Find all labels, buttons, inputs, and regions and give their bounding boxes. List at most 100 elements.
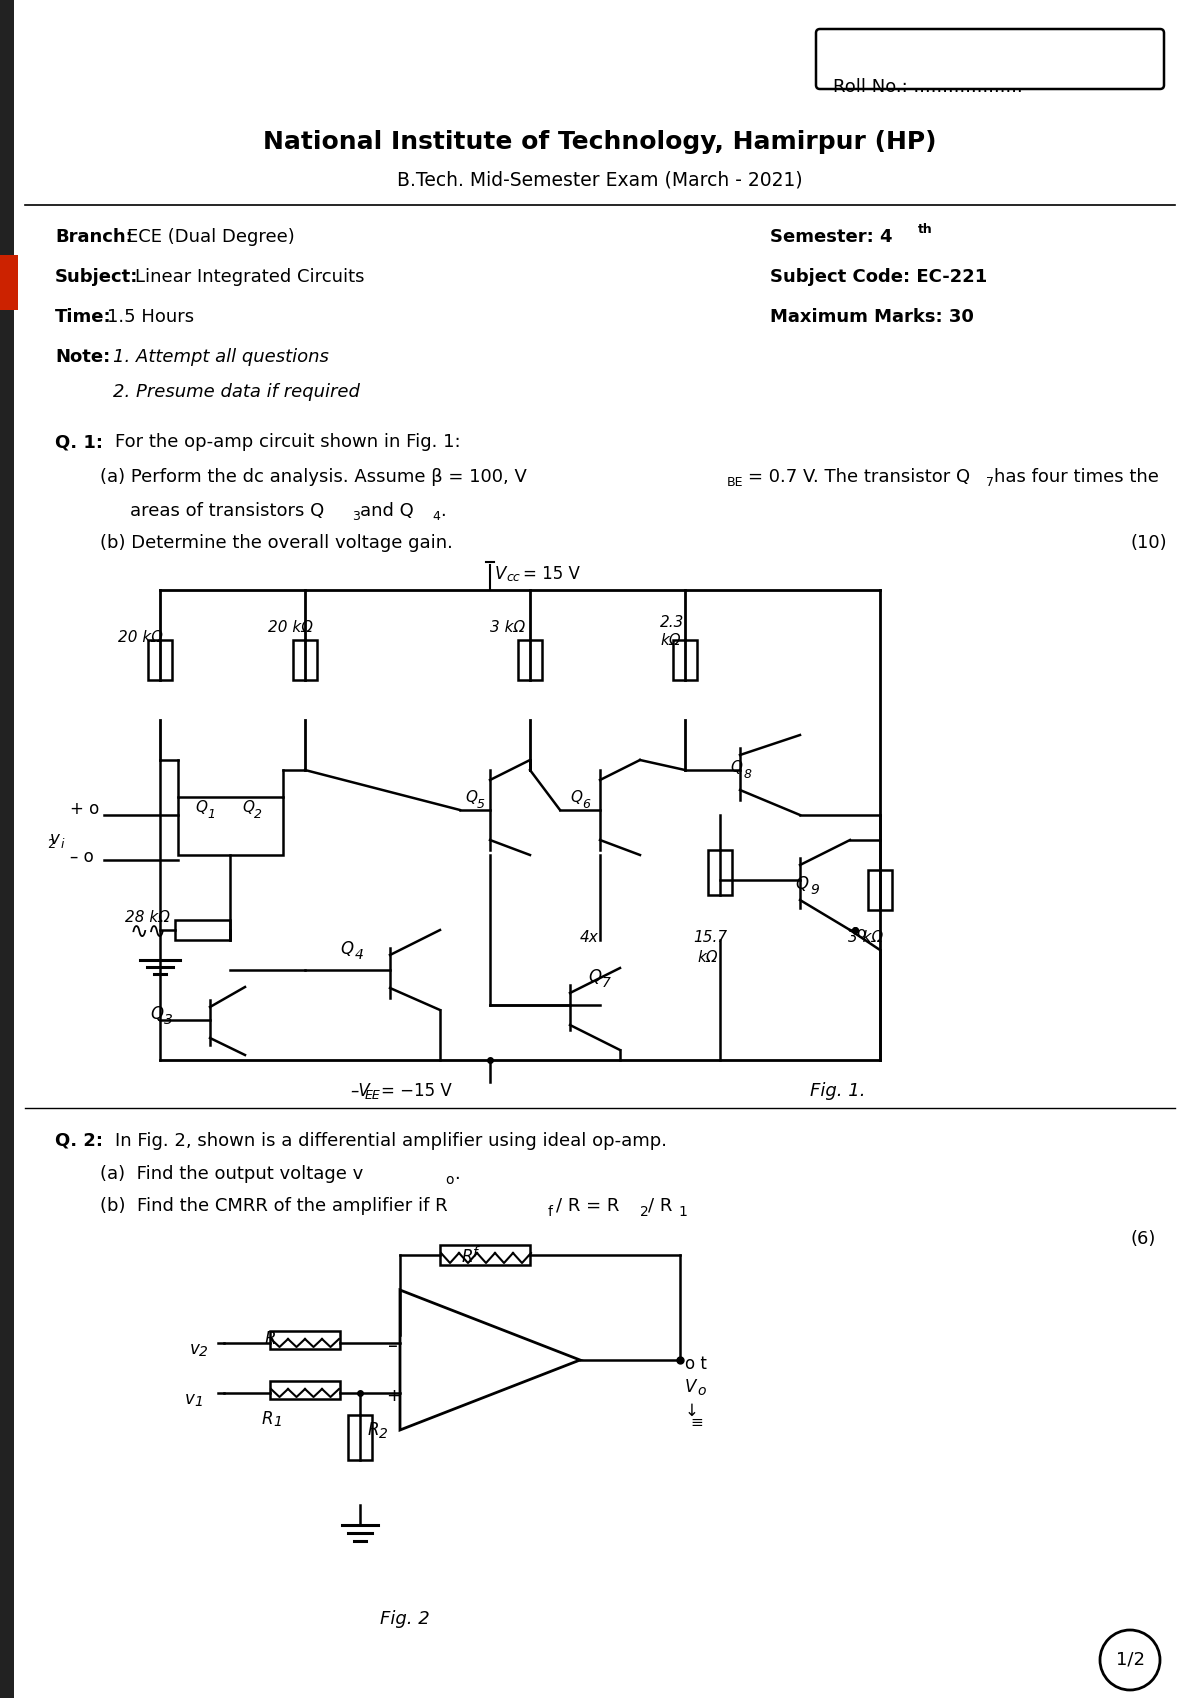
Text: Q: Q: [194, 800, 208, 815]
Text: Q: Q: [796, 874, 808, 893]
Text: has four times the: has four times the: [994, 469, 1159, 486]
Text: .: .: [454, 1165, 460, 1184]
Text: th: th: [918, 222, 932, 236]
Text: 9: 9: [810, 883, 818, 897]
Text: For the op-amp circuit shown in Fig. 1:: For the op-amp circuit shown in Fig. 1:: [115, 433, 461, 452]
Text: .: .: [440, 503, 445, 520]
Text: 1.5 Hours: 1.5 Hours: [107, 307, 194, 326]
Text: +: +: [386, 1387, 401, 1404]
Text: Fig. 2: Fig. 2: [380, 1610, 430, 1628]
Text: 8: 8: [744, 767, 752, 781]
Text: (10): (10): [1130, 533, 1166, 552]
Text: 2: 2: [199, 1345, 208, 1358]
Text: 2: 2: [254, 808, 262, 822]
Text: 15.7: 15.7: [694, 931, 727, 946]
Text: 4x: 4x: [580, 931, 599, 946]
Text: ≡: ≡: [690, 1414, 703, 1430]
Text: + o: + o: [70, 800, 100, 818]
Text: R: R: [265, 1330, 276, 1348]
Text: In Fig. 2, shown is a differential amplifier using ideal op-amp.: In Fig. 2, shown is a differential ampli…: [115, 1133, 667, 1150]
Bar: [270, 1331, 340, 1348]
Text: o t: o t: [685, 1355, 707, 1374]
Text: 3: 3: [352, 509, 360, 523]
Text: R: R: [462, 1248, 474, 1267]
Text: kΩ: kΩ: [697, 949, 718, 964]
Text: Q: Q: [466, 790, 478, 805]
Text: Note:: Note:: [55, 348, 110, 367]
Text: Branch:: Branch:: [55, 228, 133, 246]
Text: areas of transistors Q: areas of transistors Q: [130, 503, 324, 520]
Text: EE: EE: [365, 1088, 380, 1102]
Bar: [348, 1414, 372, 1460]
Text: Q: Q: [570, 790, 582, 805]
Bar: [175, 920, 230, 941]
Text: Semester: 4: Semester: 4: [770, 228, 893, 246]
Text: Subject Code: EC-221: Subject Code: EC-221: [770, 268, 988, 285]
Text: Roll No.: ...................: Roll No.: ...................: [833, 78, 1022, 97]
Text: i: i: [61, 839, 65, 851]
Text: 3 kΩ: 3 kΩ: [848, 931, 883, 946]
Text: 20 kΩ: 20 kΩ: [118, 630, 163, 645]
Text: 1: 1: [208, 808, 215, 822]
Bar: [0, 0, 14, 1698]
Text: (b) Determine the overall voltage gain.: (b) Determine the overall voltage gain.: [100, 533, 452, 552]
Bar: [270, 1380, 340, 1399]
Bar: [293, 640, 317, 679]
Bar: [440, 1245, 530, 1265]
Text: and Q: and Q: [360, 503, 414, 520]
Text: = 15 V: = 15 V: [523, 565, 580, 582]
Text: 1/2: 1/2: [1116, 1650, 1145, 1669]
Text: (b)  Find the CMRR of the amplifier if R: (b) Find the CMRR of the amplifier if R: [100, 1197, 448, 1216]
Text: ↓: ↓: [685, 1403, 698, 1420]
Text: 28 kΩ: 28 kΩ: [125, 910, 170, 925]
Text: 5: 5: [478, 798, 485, 812]
Bar: [868, 869, 892, 910]
Text: –: –: [388, 1336, 398, 1357]
Text: 1: 1: [274, 1414, 282, 1430]
Text: / R = R: / R = R: [556, 1197, 619, 1216]
Text: 2. Presume data if required: 2. Presume data if required: [113, 384, 360, 401]
Text: Q: Q: [242, 800, 254, 815]
Text: Q: Q: [588, 968, 601, 987]
Text: B.Tech. Mid-Semester Exam (March - 2021): B.Tech. Mid-Semester Exam (March - 2021): [397, 170, 803, 188]
Text: (6): (6): [1130, 1229, 1156, 1248]
Text: f: f: [548, 1206, 553, 1219]
Text: –V: –V: [350, 1082, 370, 1100]
Text: = 0.7 V. The transistor Q: = 0.7 V. The transistor Q: [748, 469, 970, 486]
Text: = −15 V: = −15 V: [382, 1082, 451, 1100]
Text: Linear Integrated Circuits: Linear Integrated Circuits: [134, 268, 365, 285]
Text: v: v: [50, 830, 60, 847]
Text: V: V: [496, 565, 506, 582]
Text: ∿∿: ∿∿: [130, 922, 167, 942]
Text: Q. 1:: Q. 1:: [55, 433, 103, 452]
Text: 7: 7: [602, 976, 611, 990]
Text: BE: BE: [727, 475, 744, 489]
Text: 2: 2: [47, 839, 55, 851]
Text: (a)  Find the output voltage v: (a) Find the output voltage v: [100, 1165, 364, 1184]
Text: (a) Perform the dc analysis. Assume β = 100, V: (a) Perform the dc analysis. Assume β = …: [100, 469, 527, 486]
Text: ECE (Dual Degree): ECE (Dual Degree): [127, 228, 295, 246]
Text: 6: 6: [582, 798, 590, 812]
Text: 20 kΩ: 20 kΩ: [268, 620, 313, 635]
Text: 1: 1: [678, 1206, 686, 1219]
FancyBboxPatch shape: [816, 29, 1164, 88]
Text: 2.3: 2.3: [660, 615, 684, 630]
Text: 3 kΩ: 3 kΩ: [490, 620, 526, 635]
Text: / R: / R: [648, 1197, 672, 1216]
Text: f: f: [472, 1246, 476, 1260]
Text: Time:: Time:: [55, 307, 112, 326]
Bar: [518, 640, 542, 679]
Text: National Institute of Technology, Hamirpur (HP): National Institute of Technology, Hamirp…: [263, 131, 937, 155]
Text: 2: 2: [379, 1426, 388, 1442]
Text: v: v: [185, 1391, 194, 1408]
Text: o: o: [697, 1384, 706, 1397]
Text: R: R: [368, 1421, 379, 1438]
Text: o: o: [445, 1173, 454, 1187]
Text: Maximum Marks: 30: Maximum Marks: 30: [770, 307, 974, 326]
Bar: [0, 255, 18, 311]
Bar: [148, 640, 172, 679]
Text: 4: 4: [432, 509, 440, 523]
Text: R: R: [262, 1409, 274, 1428]
Text: Subject:: Subject:: [55, 268, 138, 285]
Text: Q: Q: [340, 941, 353, 958]
